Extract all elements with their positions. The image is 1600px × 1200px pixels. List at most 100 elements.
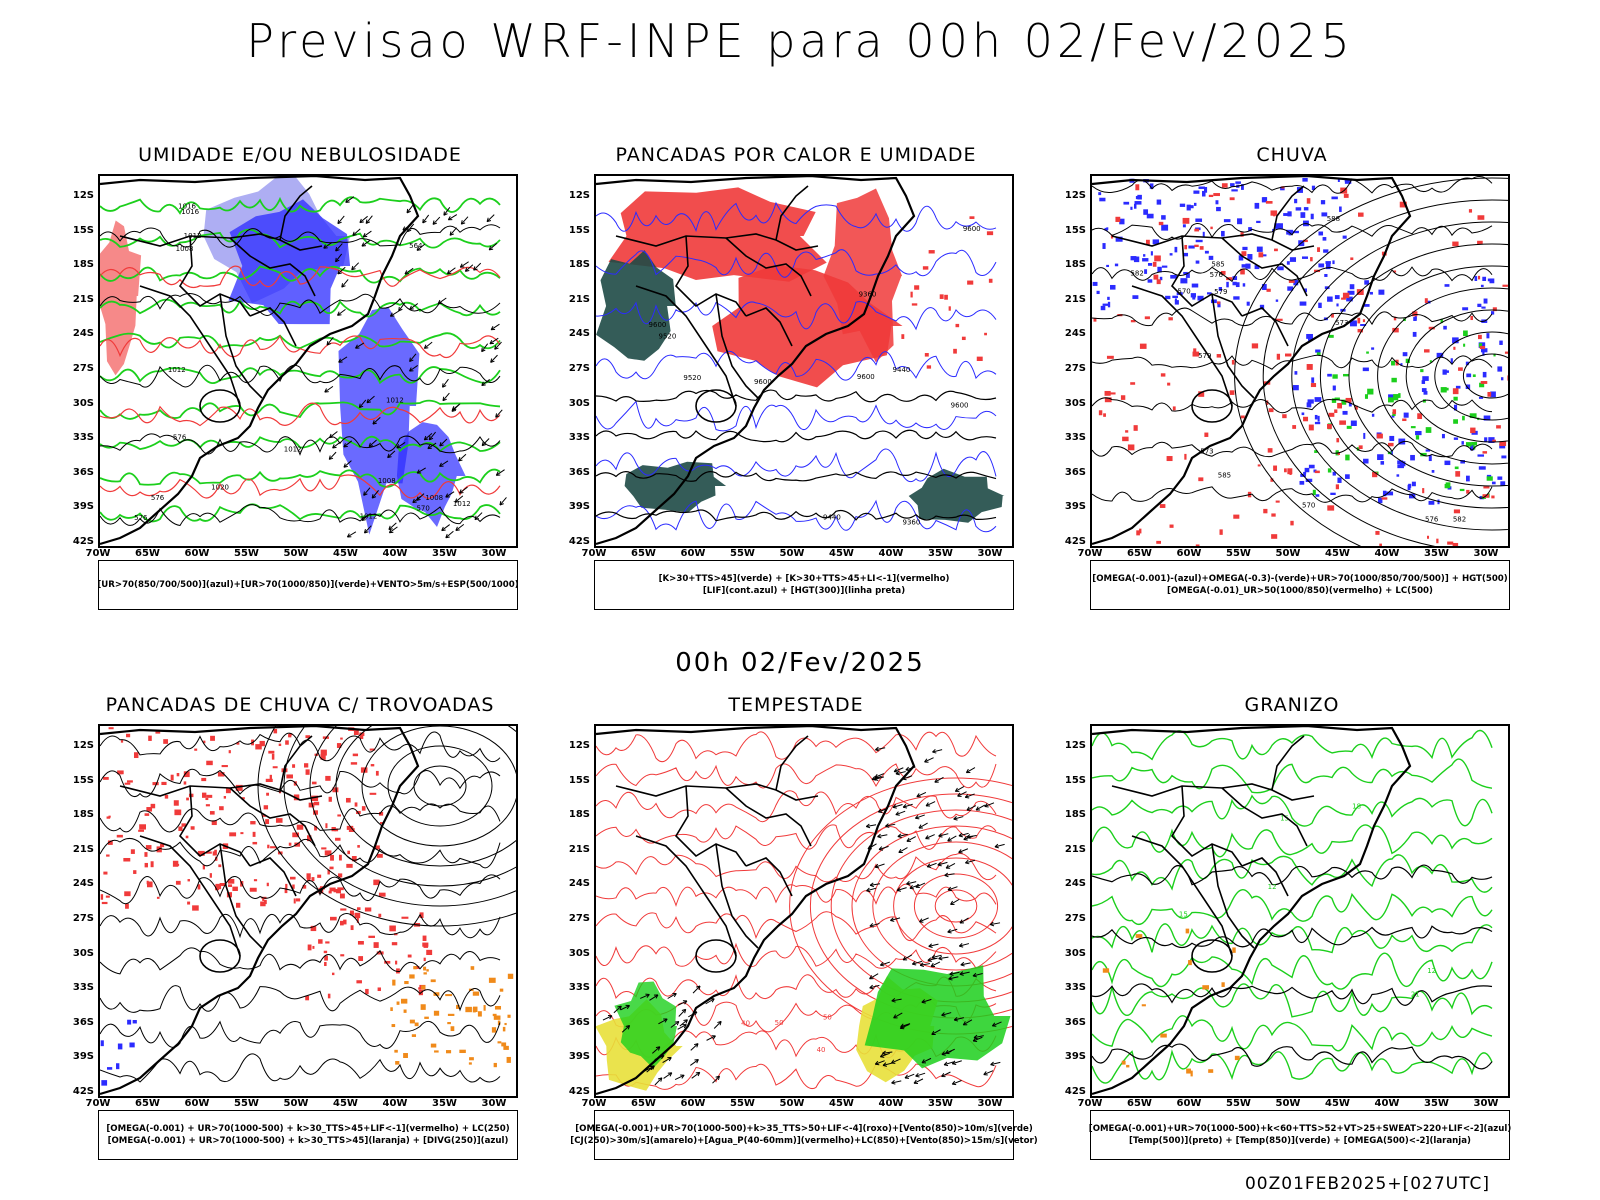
wind-vector [416, 469, 422, 474]
rain-speckle-blue [1350, 420, 1357, 426]
latitude-tick-label: 39S [568, 1051, 590, 1063]
country-border [775, 185, 809, 241]
wind-vector [338, 358, 343, 363]
rain-speckle-red [1376, 433, 1383, 439]
rain-speckle-blue [1102, 243, 1106, 249]
rain-speckle-red [1358, 445, 1363, 449]
rain-speckle-blue [1484, 437, 1488, 443]
instability-speckle [922, 266, 929, 270]
thunderstorm-speckle-red [318, 939, 323, 944]
thunderstorm-speckle-red [126, 780, 133, 783]
contour-value-label: 9600 [754, 378, 772, 386]
rain-speckle-red [1341, 297, 1346, 300]
rain-speckle-blue [1389, 435, 1395, 442]
thunderstorm-speckle-red [106, 854, 110, 857]
thunderstorm-speckle-red [305, 995, 310, 1001]
wind-vector [398, 306, 403, 312]
wind-850-vector [973, 1035, 984, 1039]
wind-vector [486, 217, 492, 223]
thunderstorm-speckle-red [354, 802, 358, 807]
wind-850-vector [932, 749, 943, 753]
rain-speckle-red [1477, 240, 1483, 245]
thunderstorm-speckle-red [185, 835, 189, 839]
forecast-map: 9600 9600 9600 9600 9600 9520 9520 9440 9440 9360… [594, 174, 1014, 548]
wind-vector [407, 223, 415, 233]
rain-speckle-green [1364, 394, 1369, 399]
wind-850-vector [625, 1004, 630, 1010]
country-border [119, 233, 323, 251]
contour-value-label: 576 [1425, 515, 1439, 523]
thunderstorm-speckle-orange [395, 1061, 400, 1065]
rain-speckle-green [1343, 373, 1350, 377]
rain-speckle-red [1271, 513, 1276, 517]
thunderstorm-speckle-red [205, 804, 210, 807]
rain-speckle-blue [1347, 290, 1355, 295]
rain-speckle-blue [1489, 278, 1495, 284]
wind-850-vector [990, 1061, 995, 1067]
country-border [1221, 787, 1308, 847]
rain-speckle-blue [1465, 384, 1471, 390]
rain-speckle-blue [1261, 284, 1267, 290]
thunderstorm-speckle-red [144, 813, 150, 816]
rain-speckle-blue [1490, 391, 1496, 398]
thunderstorm-speckle-red [219, 883, 227, 887]
instability-speckle [984, 332, 987, 336]
rain-speckle-blue [1256, 220, 1261, 224]
thunderstorm-speckle-red [356, 980, 362, 984]
instability-speckle [914, 285, 920, 290]
thunderstorm-speckle-red [327, 869, 330, 875]
rain-speckle-green [1332, 374, 1338, 379]
precipitable-water-contour [596, 731, 997, 763]
wind-850-vector [954, 1017, 964, 1021]
rain-speckle-red [1241, 251, 1247, 256]
contour-value-label: 1012 [168, 366, 186, 374]
thunderstorm-speckle-red [271, 753, 275, 760]
wind-850-vector [870, 883, 881, 886]
wind-850-vector [975, 804, 986, 811]
wind-850-vector [874, 773, 885, 778]
thunderstorm-speckle-orange [403, 1009, 407, 1013]
wind-850-vector [958, 832, 963, 838]
thunderstorm-speckle-red [227, 878, 235, 884]
wind-vector [473, 266, 478, 271]
thunderstorm-speckle-orange [506, 1056, 511, 1063]
longitude-tick-label: 55W [1226, 548, 1251, 559]
wind-850-vector [925, 802, 931, 807]
wind-vector [409, 303, 419, 310]
wind-850-vector [653, 994, 659, 999]
rain-speckle-red [1306, 364, 1313, 370]
wind-vector [363, 529, 369, 534]
wind-850-vector [877, 833, 882, 839]
rain-speckle-green [1345, 454, 1350, 461]
rain-speckle-red [1422, 488, 1425, 494]
rain-speckle-blue [1242, 246, 1248, 251]
thunderstorm-speckle-red [327, 993, 331, 999]
latitude-tick-label: 33S [72, 982, 94, 994]
thunderstorm-speckle-red [320, 754, 326, 760]
wind-vector [445, 491, 455, 498]
rain-speckle-blue [1400, 363, 1403, 367]
contour-value-label: 1012 [360, 513, 378, 521]
rain-speckle-red [1357, 328, 1363, 333]
wind-vector [486, 214, 495, 222]
panel-hail: GRANIZO 12S 15S 18S 21S 24S 27S 30S 33S 36S 39S 42S… [1052, 694, 1532, 1174]
wind-850-vector [891, 1080, 896, 1085]
rain-speckle-blue [1147, 279, 1153, 283]
rain-speckle-red [1103, 413, 1106, 417]
omega-speckle [1221, 982, 1225, 987]
contour-value-label: 579 [1214, 288, 1227, 296]
thunderstorm-speckle-red [217, 772, 225, 777]
thunderstorm-speckle-red [273, 728, 278, 734]
thunderstorm-speckle-red [209, 873, 212, 878]
wind-vector [366, 398, 371, 404]
wind-vector [422, 214, 430, 224]
wind-850-vector [892, 804, 897, 809]
rain-speckle-red [1452, 241, 1459, 247]
wind-850-vector [893, 1012, 903, 1019]
coastline [100, 726, 420, 1096]
latitude-tick-label: 33S [1064, 432, 1086, 444]
rain-speckle-red [1168, 317, 1173, 321]
rain-speckle-red [1327, 505, 1335, 511]
thunderstorm-speckle-red [336, 743, 342, 748]
contour-value-label: 585 [1211, 261, 1224, 269]
